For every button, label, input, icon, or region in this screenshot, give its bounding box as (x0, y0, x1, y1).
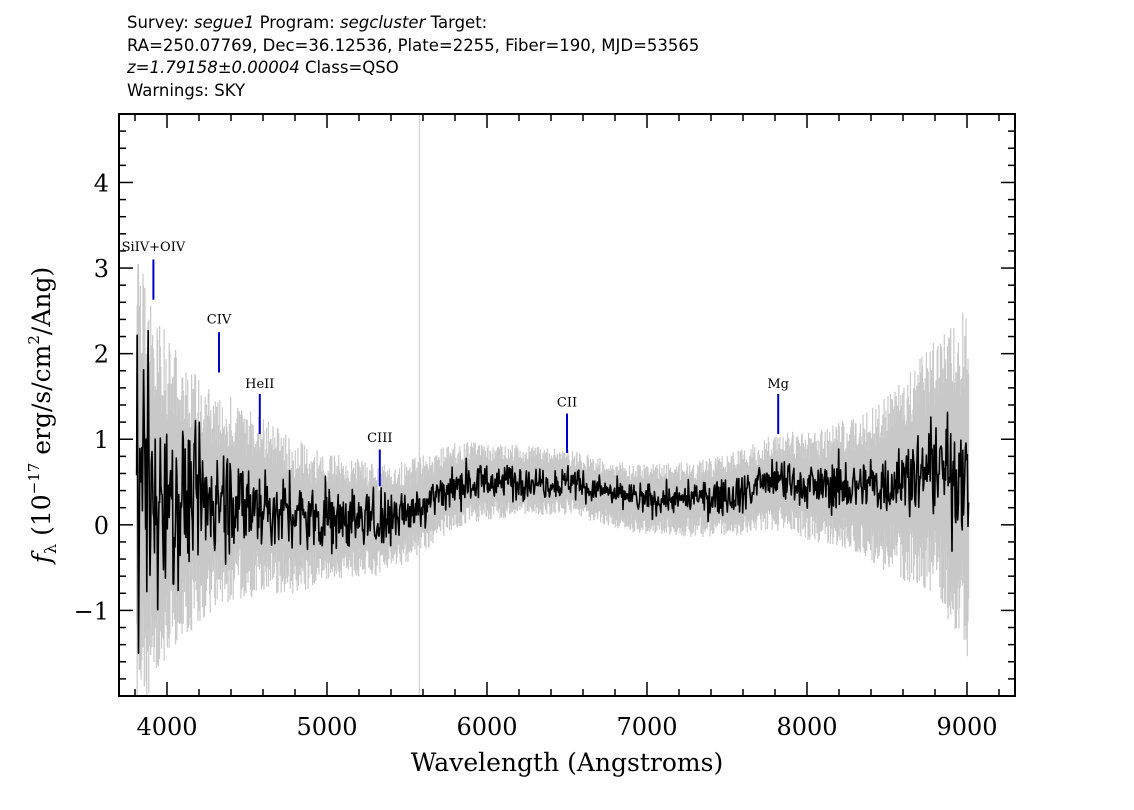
y-axis-subscript: λ (41, 544, 60, 554)
y-axis-symbol: f (27, 550, 56, 565)
y-axis-unit-exponent: 2 (25, 335, 43, 345)
emission-line-label: CIII (367, 431, 392, 446)
y-axis-unit-mid: erg/s/cm (27, 344, 56, 462)
program-value: segcluster (340, 13, 426, 32)
header-line-warnings: Warnings: SKY (127, 80, 246, 100)
header-line-coordinates: RA=250.07769, Dec=36.12536, Plate=2255, … (127, 35, 700, 55)
y-tick-label: 1 (94, 426, 109, 454)
flux-series (135, 329, 970, 655)
flux-series-layer (135, 329, 970, 655)
error-series-layer (136, 264, 970, 695)
error-series (136, 264, 970, 695)
emission-line-label: SiIV+OIV (122, 240, 186, 255)
spectrum-header: Survey: segue1 Program: segcluster Targe… (127, 12, 699, 102)
survey-label: Survey: (127, 13, 189, 32)
y-tick-label: 2 (94, 341, 109, 369)
emission-line-label: CII (557, 396, 577, 411)
target-label: Target: (430, 13, 488, 32)
header-line-redshift: z=1.79158±0.00004 Class=QSO (127, 57, 699, 80)
redshift-value: z=1.79158±0.00004 (127, 58, 300, 77)
emission-line-label: CIV (207, 313, 232, 328)
y-tick-label: 3 (94, 255, 109, 283)
x-tick-label: 6000 (456, 713, 517, 741)
x-tick-label: 4000 (136, 713, 197, 741)
program-label: Program: (259, 13, 335, 32)
x-axis-ticks: 4000 5000 6000 7000 8000 9000 (134, 114, 1000, 741)
survey-value: segue1 (194, 13, 255, 32)
emission-line-label: Mg (767, 377, 789, 392)
header-line-survey: Survey: segue1 Program: segcluster Targe… (127, 12, 699, 35)
x-tick-label: 9000 (936, 713, 997, 741)
y-axis-ticks: −1 0 1 2 3 4 (74, 130, 1015, 680)
y-axis-unit-open: (10 (27, 494, 56, 544)
x-axis-title: Wavelength (Angstroms) (411, 748, 723, 777)
y-axis-exponent: −17 (25, 463, 43, 495)
class-value: Class=QSO (305, 58, 399, 77)
emission-line-annotations: SiIV+OIV CIV HeII CIII CII Mg (122, 240, 789, 487)
emission-line-label: HeII (245, 377, 274, 392)
y-axis-title: fλ (10−17 erg/s/cm2/Ang) (25, 267, 60, 566)
x-tick-label: 5000 (296, 713, 357, 741)
y-tick-label: 4 (94, 169, 109, 197)
y-tick-label: 0 (94, 512, 109, 540)
y-tick-label: −1 (74, 597, 109, 625)
x-tick-label: 8000 (776, 713, 837, 741)
y-axis-unit-close: /Ang) (27, 267, 56, 335)
x-tick-label: 7000 (616, 713, 677, 741)
